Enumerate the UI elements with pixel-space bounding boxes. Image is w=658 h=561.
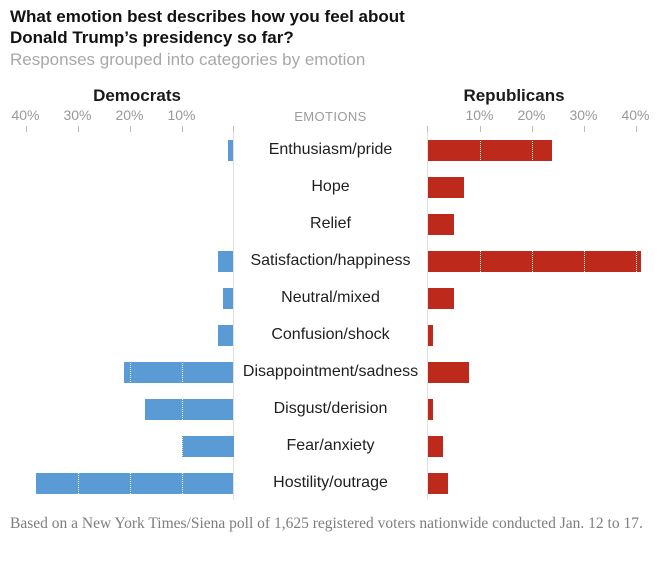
axis-tick bbox=[77, 126, 79, 132]
emotion-label: Enthusiasm/pride bbox=[268, 141, 393, 158]
axis-tick-zero bbox=[233, 126, 234, 132]
axis-tick-label-right: 10% bbox=[465, 107, 494, 123]
gridline-left bbox=[181, 139, 183, 494]
democrat-bar bbox=[223, 287, 234, 309]
democrat-bar bbox=[124, 361, 234, 383]
republican-bar bbox=[427, 361, 470, 383]
axis-tick-label-left: 10% bbox=[167, 107, 196, 123]
emotions-column-header: EMOTIONS bbox=[294, 109, 367, 124]
axis-tick-zero bbox=[427, 126, 428, 132]
emotion-label: Confusion/shock bbox=[271, 326, 390, 343]
republican-bar bbox=[427, 398, 433, 420]
axis-tick bbox=[479, 126, 481, 132]
gridline-right bbox=[531, 139, 533, 494]
republican-bar bbox=[427, 472, 449, 494]
emotion-label: Hope bbox=[311, 178, 350, 195]
democrat-bar bbox=[217, 250, 234, 272]
gridline-right bbox=[635, 139, 637, 494]
gridline-right bbox=[583, 139, 585, 494]
axis-tick bbox=[181, 126, 183, 132]
axis-tick bbox=[583, 126, 585, 132]
republican-bar bbox=[427, 176, 464, 198]
democrat-bar bbox=[181, 435, 234, 457]
axis-tick-label-left: 40% bbox=[11, 107, 40, 123]
gridline-left bbox=[77, 139, 79, 494]
emotion-label: Satisfaction/happiness bbox=[250, 252, 411, 269]
democrat-bar bbox=[35, 472, 234, 494]
center-column-left-border bbox=[233, 132, 234, 500]
democrat-bar bbox=[145, 398, 234, 420]
republican-bar bbox=[427, 324, 433, 346]
republican-bar bbox=[427, 435, 444, 457]
axis-tick bbox=[635, 126, 637, 132]
emotion-label: Disappointment/sadness bbox=[242, 363, 419, 380]
axis-tick-label-right: 30% bbox=[569, 107, 598, 123]
republican-bar bbox=[427, 287, 454, 309]
axis-tick-label-right: 40% bbox=[621, 107, 650, 123]
axis-tick-label-left: 30% bbox=[63, 107, 92, 123]
source-note: Based on a New York Times/Siena poll of … bbox=[10, 515, 643, 532]
republican-bar bbox=[427, 139, 553, 161]
emotion-label: Disgust/derision bbox=[273, 400, 388, 417]
gridline-left bbox=[129, 139, 131, 494]
chart-title: What emotion best describes how you feel… bbox=[10, 7, 405, 47]
republican-bar bbox=[427, 250, 641, 272]
republican-bar bbox=[427, 213, 454, 235]
emotion-label: Hostility/outrage bbox=[273, 474, 388, 491]
axis-tick bbox=[531, 126, 533, 132]
center-column-right-border bbox=[427, 132, 428, 500]
axis-tick bbox=[25, 126, 27, 132]
axis-tick-label-right: 20% bbox=[517, 107, 546, 123]
gridline-left bbox=[25, 139, 27, 494]
gridline-right bbox=[479, 139, 481, 494]
democrat-bar bbox=[228, 139, 234, 161]
chart-subtitle: Responses grouped into categories by emo… bbox=[10, 50, 366, 69]
emotion-label: Neutral/mixed bbox=[281, 289, 380, 306]
emotion-label: Fear/anxiety bbox=[286, 437, 375, 454]
democrats-column-header: Democrats bbox=[93, 86, 181, 105]
emotion-label: Relief bbox=[310, 215, 351, 232]
axis-tick-label-left: 20% bbox=[115, 107, 144, 123]
axis-tick bbox=[129, 126, 131, 132]
republicans-column-header: Republicans bbox=[463, 86, 565, 105]
democrat-bar bbox=[217, 324, 234, 346]
